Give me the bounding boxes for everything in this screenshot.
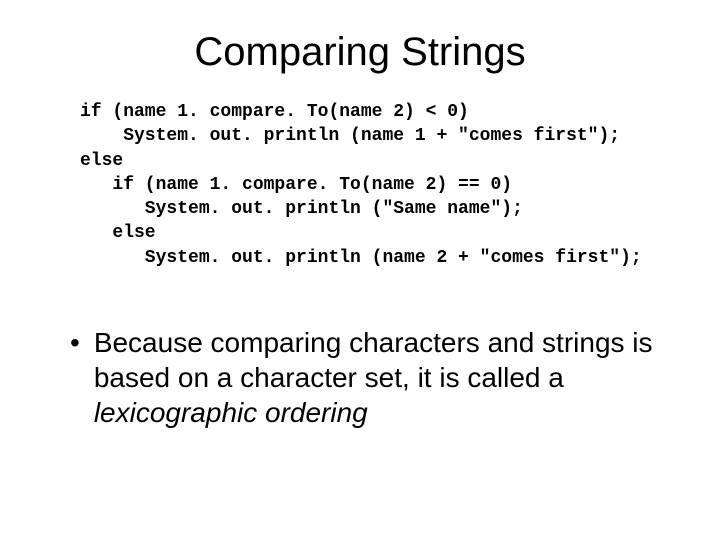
code-line-6: else [80,223,156,243]
slide: Comparing Strings if (name 1. compare. T… [0,0,720,540]
code-line-3: else [80,151,123,171]
code-line-2: System. out. println (name 1 + "comes fi… [80,126,620,146]
slide-title: Comparing Strings [50,30,670,75]
code-line-1: if (name 1. compare. To(name 2) < 0) [80,102,469,122]
code-line-7: System. out. println (name 2 + "comes fi… [80,248,642,268]
code-line-5: System. out. println ("Same name"); [80,199,523,219]
code-line-4: if (name 1. compare. To(name 2) == 0) [80,175,512,195]
bullet-text: Because comparing characters and strings… [94,325,654,430]
bullet-italic: lexicographic ordering [94,397,368,428]
bullet-prefix: Because comparing characters and strings… [94,327,653,393]
code-block: if (name 1. compare. To(name 2) < 0) Sys… [80,100,670,270]
bullet-dot: • [70,325,80,360]
bullet-item: • Because comparing characters and strin… [70,325,670,430]
